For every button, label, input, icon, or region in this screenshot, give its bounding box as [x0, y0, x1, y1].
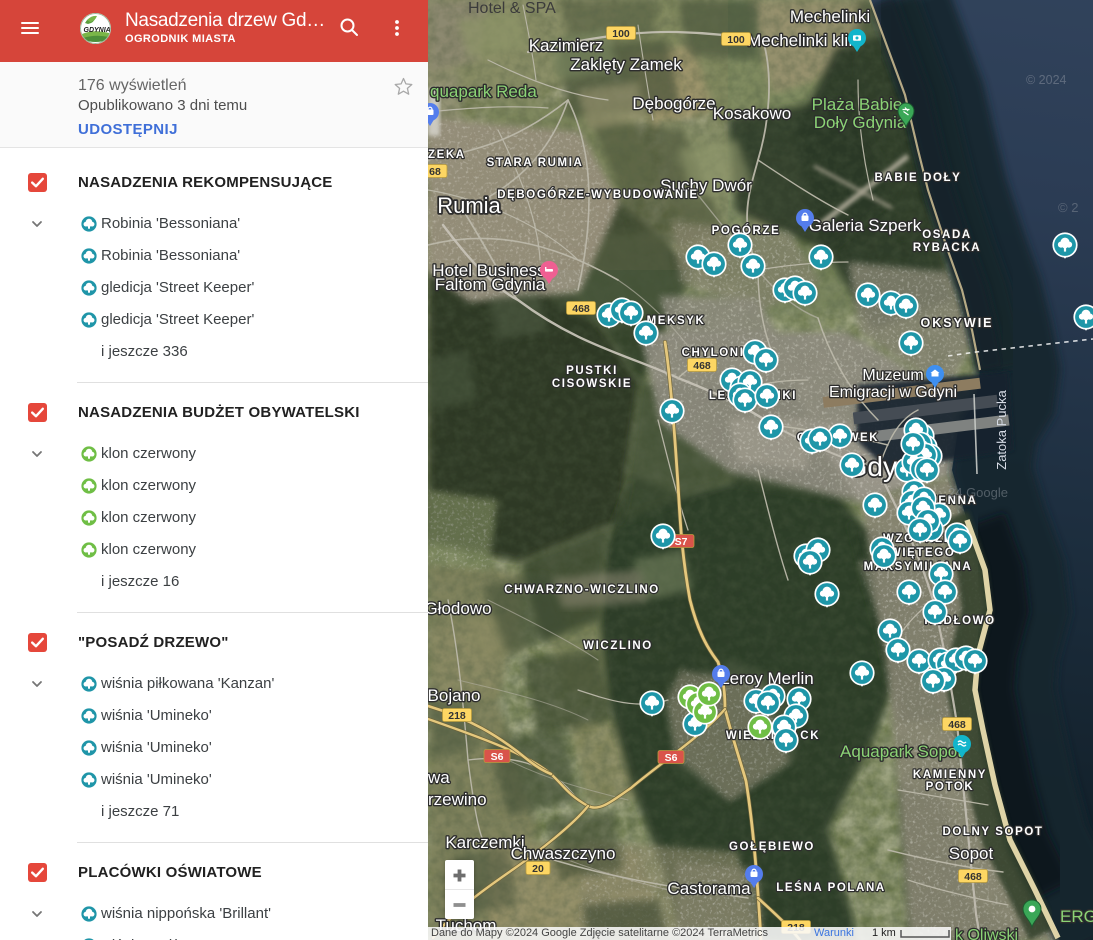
svg-text:Mechelinki: Mechelinki	[790, 7, 870, 26]
svg-text:PUSTKI: PUSTKI	[566, 365, 618, 377]
svg-text:ZEKA: ZEKA	[428, 149, 466, 161]
svg-text:© 2024: © 2024	[1026, 73, 1067, 87]
svg-text:68: 68	[429, 166, 441, 178]
svg-text:POGÓRZE: POGÓRZE	[712, 224, 781, 237]
svg-text:k Oliwski: k Oliwski	[955, 927, 1018, 940]
svg-text:KAMIENNY: KAMIENNY	[913, 769, 987, 781]
svg-text:Muzeum: Muzeum	[862, 367, 923, 384]
svg-text:Karczemki: Karczemki	[445, 833, 524, 852]
svg-text:OKSYWIE: OKSYWIE	[920, 316, 993, 330]
svg-text:100: 100	[612, 28, 630, 40]
svg-text:CHYLONIA: CHYLONIA	[682, 347, 755, 359]
svg-text:468: 468	[964, 871, 982, 883]
svg-text:Plaża Babie: Plaża Babie	[812, 95, 903, 114]
svg-text:Suchy Dwór: Suchy Dwór	[660, 176, 752, 195]
svg-text:Galeria Szperk: Galeria Szperk	[809, 216, 922, 235]
svg-text:DĘBOGÓRZE-WYBUDOWANIE: DĘBOGÓRZE-WYBUDOWANIE	[497, 188, 699, 201]
svg-text:Kazimierz: Kazimierz	[529, 36, 604, 55]
svg-text:Mechelinki klif: Mechelinki klif	[747, 31, 853, 50]
svg-text:POTOK: POTOK	[926, 781, 975, 793]
svg-text:Hotel Business: Hotel Business	[432, 261, 545, 280]
svg-text:RYBACKA: RYBACKA	[913, 242, 981, 254]
svg-text:Aquapark Sopot: Aquapark Sopot	[840, 742, 962, 761]
svg-text:GDYNIA: GDYNIA	[84, 27, 111, 34]
svg-text:468: 468	[693, 360, 711, 372]
svg-text:S6: S6	[491, 751, 504, 763]
svg-text:wa: wa	[428, 768, 450, 787]
svg-text:24 Google: 24 Google	[948, 485, 1008, 500]
svg-text:quapark Reda: quapark Reda	[430, 82, 537, 101]
svg-text:Hotel & SPA: Hotel & SPA	[468, 0, 556, 17]
svg-text:20: 20	[532, 863, 544, 875]
svg-text:Kosakowo: Kosakowo	[713, 104, 791, 123]
svg-text:468: 468	[572, 303, 590, 315]
svg-text:Zatoka Pucka: Zatoka Pucka	[994, 389, 1009, 469]
svg-text:218: 218	[448, 710, 466, 722]
svg-text:Leroy Merlin: Leroy Merlin	[720, 669, 814, 688]
svg-text:BABIE DOŁY: BABIE DOŁY	[875, 172, 962, 184]
svg-text:DOLNY SOPOT: DOLNY SOPOT	[942, 826, 1043, 838]
svg-text:Emigracji w Gdyni: Emigracji w Gdyni	[829, 384, 957, 401]
svg-text:© 2: © 2	[1058, 200, 1078, 215]
svg-text:Bojano: Bojano	[428, 686, 480, 705]
svg-text:Chwaszczyno: Chwaszczyno	[511, 844, 616, 863]
svg-text:Sopot: Sopot	[949, 844, 994, 863]
svg-text:CHWARZNO-WICZLINO: CHWARZNO-WICZLINO	[504, 584, 660, 596]
svg-text:ŚWIĘTEGO: ŚWIĘTEGO	[881, 546, 956, 559]
svg-text:LEŚNA POLANA: LEŚNA POLANA	[776, 881, 886, 894]
svg-text:WICZLINO: WICZLINO	[583, 640, 653, 652]
svg-text:rzewino: rzewino	[428, 790, 487, 809]
svg-text:Dębogórze: Dębogórze	[632, 94, 715, 113]
svg-text:S7: S7	[675, 536, 688, 548]
svg-text:468: 468	[948, 719, 966, 731]
svg-text:ERGO A: ERGO A	[1060, 907, 1093, 926]
svg-text:GOŁĘBIEWO: GOŁĘBIEWO	[729, 841, 815, 853]
svg-text:100: 100	[727, 34, 745, 46]
svg-text:Rumia: Rumia	[437, 193, 501, 218]
svg-text:Castorama: Castorama	[667, 879, 751, 898]
svg-text:STARA RUMIA: STARA RUMIA	[487, 157, 584, 169]
svg-text:MEKSYK: MEKSYK	[647, 315, 706, 327]
svg-text:S6: S6	[665, 752, 678, 764]
svg-text:Faltom Gdynia: Faltom Gdynia	[435, 275, 546, 294]
svg-text:Zaklęty Zamek: Zaklęty Zamek	[570, 55, 682, 74]
svg-text:OSADA: OSADA	[922, 229, 972, 241]
svg-text:Doły Gdynia: Doły Gdynia	[814, 113, 907, 132]
svg-text:CISOWSKIE: CISOWSKIE	[552, 378, 632, 390]
svg-text:Głodowo: Głodowo	[428, 599, 492, 618]
